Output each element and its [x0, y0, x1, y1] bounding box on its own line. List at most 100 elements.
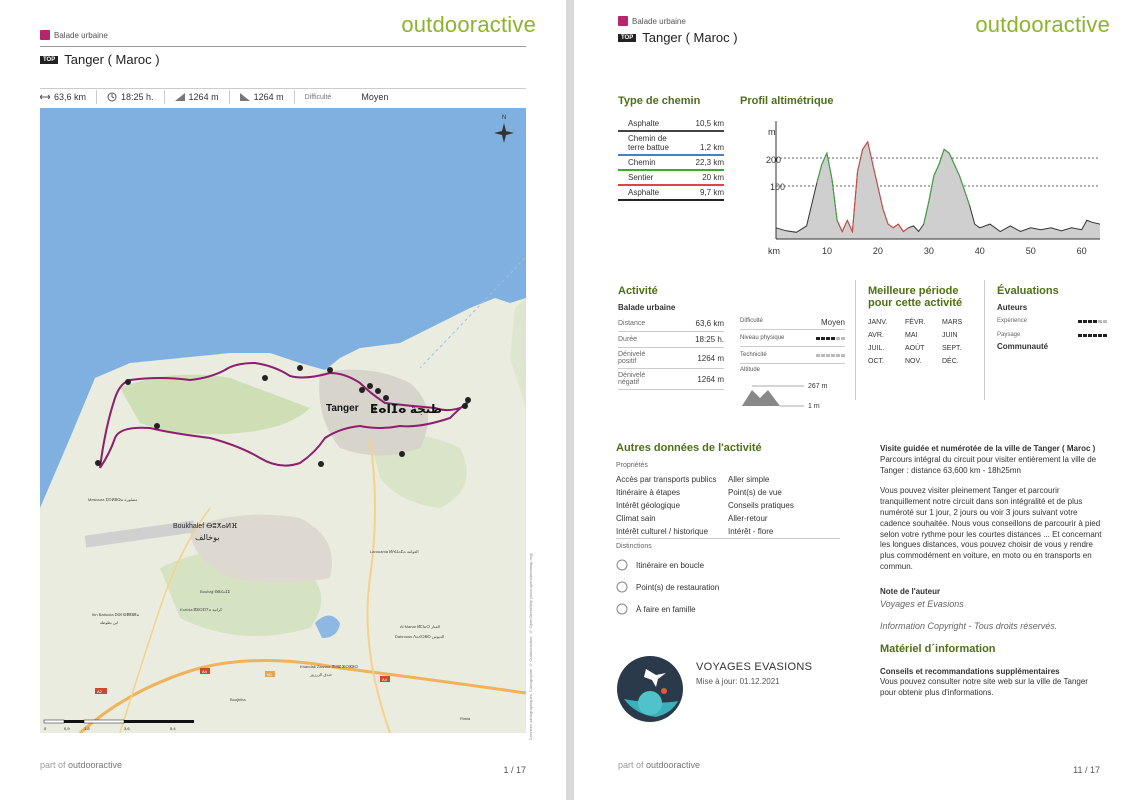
footer-prefix: part of [618, 760, 644, 770]
properties-label: Propriétés [616, 462, 648, 469]
waypoint[interactable] [462, 403, 468, 409]
waypoint[interactable] [95, 460, 101, 466]
page-title: TOP Tanger ( Maroc ) [618, 30, 738, 45]
profile-x-tick: 50 [1026, 246, 1036, 256]
level-dot [816, 336, 820, 340]
advice-text: Vous pouvez consulter notre site web sur… [880, 677, 1088, 698]
waypoint[interactable] [383, 395, 389, 401]
level-dot [1103, 319, 1107, 323]
path-type-label: Chemin [628, 158, 656, 167]
month-cell: MAI [905, 332, 918, 339]
difficulty-label: Difficulté [740, 318, 763, 324]
description-section: Visite guidée et numérotée de la ville d… [880, 444, 1106, 699]
activity-section: Activité Balade urbaine Distance 63,6 km D… [618, 285, 858, 414]
month-cell: FÉVR. [905, 319, 926, 326]
waypoint[interactable] [399, 451, 405, 457]
level-dot [816, 353, 820, 357]
other-title: Autres données de l'activité [616, 442, 762, 454]
profile-segment [816, 151, 838, 221]
route-map[interactable]: N Tanger ⵟⴰⵏⵊⴰ طنجة Boukhalef ⴱⵓⵅⴰⵍⴼ بوخ… [40, 108, 526, 733]
copyright: Information Copyright - Tous droits rése… [880, 620, 1058, 631]
waypoint[interactable] [367, 383, 373, 389]
path-type-value: 10,5 km [695, 119, 724, 128]
profile-x-tick: 60 [1077, 246, 1087, 256]
waypoint[interactable] [465, 397, 471, 403]
waypoint[interactable] [359, 387, 365, 393]
level-dot [1098, 319, 1102, 323]
scale-label: 0,9 [64, 726, 70, 731]
map-place: Larouama ⵍⵄⵡⴰⵎⴰ العوامة [370, 549, 419, 554]
activity-row-value: 1264 m [697, 353, 724, 363]
profile-segment [923, 148, 971, 225]
page-11: outdooractive Balade urbaine TOP Tanger … [574, 0, 1140, 800]
distinction-item: Point(s) de restauration [616, 576, 840, 598]
brand-logo: outdooractive [401, 12, 536, 37]
author-update: Mise à jour: 01.12.2021 [696, 677, 780, 686]
road-label: A4 [202, 669, 208, 674]
properties-list: Accès par transports publics Aller simple… [616, 473, 840, 539]
road [366, 437, 391, 733]
forest [120, 374, 310, 435]
waypoint[interactable] [262, 375, 268, 381]
level-dot [821, 353, 825, 357]
level-dot [836, 353, 840, 357]
distinction-icon [616, 559, 628, 571]
property-item: Conseils pratiques [728, 501, 794, 510]
scale-label: 0 [44, 726, 47, 731]
distinction-icon [616, 581, 628, 593]
waypoint[interactable] [375, 388, 381, 394]
month-cell: NOV. [905, 358, 922, 365]
level-dot [831, 353, 835, 357]
property-item: Point(s) de vue [728, 488, 782, 497]
waypoint[interactable] [125, 379, 131, 385]
waypoint[interactable] [297, 365, 303, 371]
scale-label: 3,6 [124, 726, 130, 731]
category: Balade urbaine [618, 16, 686, 26]
level-dot [1083, 319, 1087, 323]
description-title: Visite guidée et numérotée de la ville d… [880, 444, 1096, 453]
map-place: Dahrouss ⴷⴰⵃⵔⵓⵙ الديوس [395, 634, 444, 639]
profile-segment [877, 186, 909, 233]
other-data-section: Autres données de l'activité Propriétés … [616, 442, 840, 620]
stat-ascent: 1264 m [165, 90, 230, 104]
page-number: 1 / 17 [503, 765, 526, 775]
stat-difficulty: Difficulté Moyen [295, 90, 399, 104]
level-dot [841, 353, 845, 357]
waypoints [95, 365, 471, 467]
activity-type: Balade urbaine [618, 303, 676, 312]
ratings-title: Évaluations [997, 285, 1059, 297]
level-dot [1093, 333, 1097, 337]
title-text: Tanger ( Maroc ) [642, 30, 738, 45]
descent-value: 1264 m [253, 92, 284, 102]
footer-brand: outdooractive [646, 760, 701, 770]
level-dot [836, 336, 840, 340]
stat-duration: 18:25 h. [97, 90, 165, 104]
month-cell: JUIL. [868, 345, 885, 352]
activity-row-label: Dénivelé négatif [618, 372, 646, 386]
altitude-min: 1 m [808, 403, 820, 410]
page-title: TOP Tanger ( Maroc ) [40, 52, 160, 67]
distance-value: 63,6 km [54, 92, 87, 102]
path-type-row: Sentier 20 km [618, 171, 724, 186]
month-cell: SEPT. [942, 345, 962, 352]
path-type-row: Asphalte 10,5 km [618, 117, 724, 132]
technique-label: Technicité [740, 352, 767, 358]
road-shield [200, 668, 210, 674]
map-place: خندق الزرزور [309, 672, 333, 677]
elevation-profile: Profil altimétrique m 200 100 km 10 20 30 4… [740, 95, 1100, 260]
clock-icon [107, 92, 117, 102]
month-cell: JUIN [942, 332, 958, 339]
description-p2: Vous pouvez visiter pleinement Tanger et… [880, 486, 1102, 571]
waypoint[interactable] [154, 423, 160, 429]
stats-bar: 63,6 km 18:25 h. 1264 m 1264 m Difficult… [40, 90, 527, 104]
descent-icon [239, 93, 250, 101]
author-card[interactable]: VOYAGES EVASIONS Mise à jour: 01.12.2021 [616, 655, 846, 723]
waypoint[interactable] [318, 461, 324, 467]
map-place: Boukhalef ⴱⵓⵅⴰⵍⴼ [173, 523, 237, 530]
path-type-row: Chemin 22,3 km [618, 156, 724, 171]
property-item: Aller simple [728, 475, 770, 484]
activity-row: Dénivelé positif 1264 m [618, 348, 724, 369]
property-item: Climat sain [616, 514, 656, 523]
waypoint[interactable] [327, 367, 333, 373]
property-item: Intérêt géologique [616, 501, 681, 510]
